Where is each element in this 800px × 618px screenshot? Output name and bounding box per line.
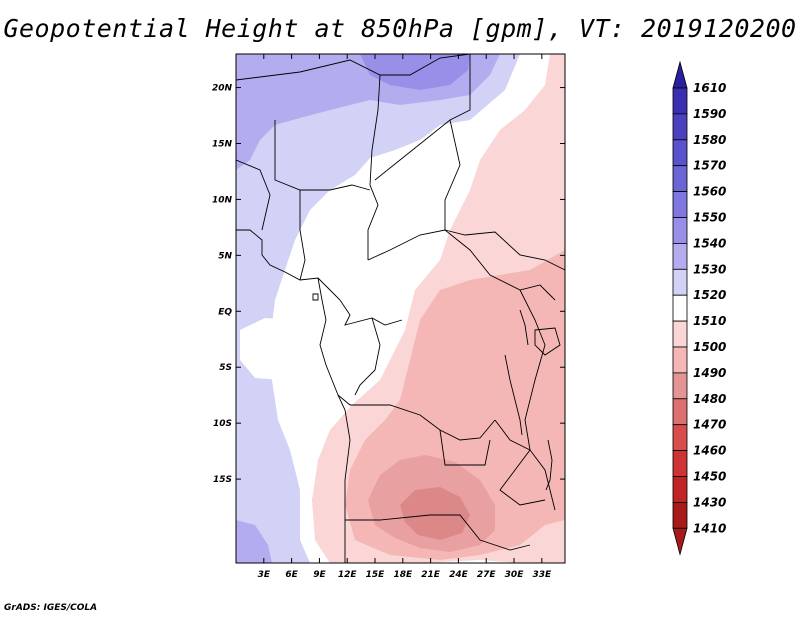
lon-tick-label: 33E (532, 570, 552, 580)
colorbar-label: 1410 (693, 521, 726, 535)
colorbar-label: 1590 (693, 107, 726, 121)
lat-tick-label: 20N (212, 84, 233, 94)
colorbar-swatch (672, 294, 688, 322)
colorbar-swatch (672, 165, 688, 192)
lon-tick-label: 21E (421, 570, 441, 580)
lon-tick-label: 6E (285, 570, 298, 580)
border-angola-zambia (439, 429, 491, 466)
colorbar-label: 1570 (693, 159, 726, 173)
colorbar-label: 1520 (693, 288, 726, 302)
colorbar-label: 1540 (693, 236, 726, 250)
lon-tick-label: 12E (338, 570, 358, 580)
colorbar-label: 1490 (693, 366, 726, 380)
colorbar-label: 1610 (693, 81, 726, 95)
country-borders (236, 54, 565, 563)
colorbar-label: 1580 (693, 133, 726, 147)
border-east-africa (519, 289, 556, 511)
colorbar-swatch (672, 113, 688, 141)
colorbar-top-arrow (672, 60, 688, 89)
colorbar-swatch (672, 424, 688, 452)
colorbar-label: 1430 (693, 495, 726, 509)
coastline-west-africa (236, 229, 351, 563)
colorbar: 1610 1590 1580 1570 1560 1550 1540 1530 1520 1510… (672, 60, 726, 556)
lat-tick-label: EQ (218, 307, 232, 317)
colorbar-label: 1450 (693, 470, 726, 484)
lon-tick-label: 9E (313, 570, 326, 580)
colorbar-label: 1510 (693, 314, 726, 328)
border-mali-niger (274, 120, 371, 191)
border-cameroon-gabon (317, 277, 403, 326)
colorbar-swatch (672, 398, 688, 426)
border-car (367, 229, 556, 301)
field-1530-southwest (236, 520, 272, 563)
colorbar-swatch (672, 139, 688, 167)
grads-credit: GrADS: IGES/COLA (4, 603, 98, 613)
longitude-axis: 3E 6E 9E 12E 15E 18E 21E 24E 27E 30E 33E (258, 54, 552, 580)
colorbar-swatch (672, 268, 688, 296)
colorbar-label: 1530 (693, 262, 726, 276)
field-1470 (400, 487, 470, 540)
colorbar-swatch (672, 476, 688, 503)
lon-tick-label: 30E (505, 570, 525, 580)
lake-albert (519, 309, 529, 346)
lon-tick-label: 15E (366, 570, 386, 580)
colorbar-swatch (672, 191, 688, 218)
colorbar-label: 1480 (693, 392, 726, 406)
lat-tick-label: 15S (213, 475, 232, 485)
colorbar-swatch (672, 346, 688, 374)
lat-tick-label: 15N (212, 139, 233, 149)
lat-tick-label: 5S (219, 363, 232, 373)
lon-tick-label: 27E (477, 570, 497, 580)
field-1520-west (236, 54, 520, 563)
colorbar-swatch (672, 501, 688, 529)
colorbar-label: 1560 (693, 185, 726, 199)
latitude-axis: 20N 15N 10N 5N EQ 5S 10S 15S (212, 84, 565, 485)
border-congo-drc (354, 317, 381, 396)
border-niger-chad (367, 74, 381, 260)
colorbar-swatch (672, 372, 688, 400)
colorbar-label: 1500 (693, 340, 726, 354)
lat-tick-label: 10N (212, 195, 233, 205)
border-sudan-south (444, 229, 565, 271)
border-nigeria (299, 190, 306, 281)
field-1510-gulf (240, 318, 300, 380)
colorbar-swatch (672, 242, 688, 270)
colorbar-swatch (672, 450, 688, 477)
border-drc-angola (337, 394, 496, 441)
border-chad-sudan (444, 119, 461, 230)
lat-tick-label: 5N (218, 251, 232, 261)
lon-tick-label: 24E (449, 570, 469, 580)
lake-victoria (534, 327, 561, 356)
island-bioko (312, 293, 319, 301)
colorbar-bottom-arrow (672, 527, 688, 556)
border-namibia (345, 514, 531, 551)
height-field (236, 54, 565, 563)
lake-tanganyika (504, 354, 523, 436)
colorbar-label: 1460 (693, 444, 726, 458)
map-title: Geopotential Height at 850hPa [gpm], VT:… (3, 14, 797, 43)
lon-tick-label: 3E (258, 570, 271, 580)
map-frame (235, 53, 566, 564)
colorbar-swatch (672, 217, 688, 244)
lat-tick-label: 10S (213, 419, 232, 429)
lon-tick-label: 18E (393, 570, 413, 580)
colorbar-label: 1550 (693, 211, 726, 225)
colorbar-swatch (672, 87, 688, 115)
colorbar-swatch (672, 320, 688, 348)
colorbar-label: 1470 (693, 418, 726, 432)
lake-malawi (545, 439, 553, 491)
border-west-mali (236, 159, 271, 231)
border-tanzania-zambia (494, 419, 546, 506)
